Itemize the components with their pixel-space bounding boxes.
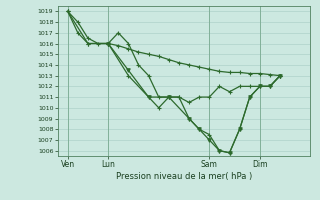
X-axis label: Pression niveau de la mer( hPa ): Pression niveau de la mer( hPa ) — [116, 172, 252, 181]
